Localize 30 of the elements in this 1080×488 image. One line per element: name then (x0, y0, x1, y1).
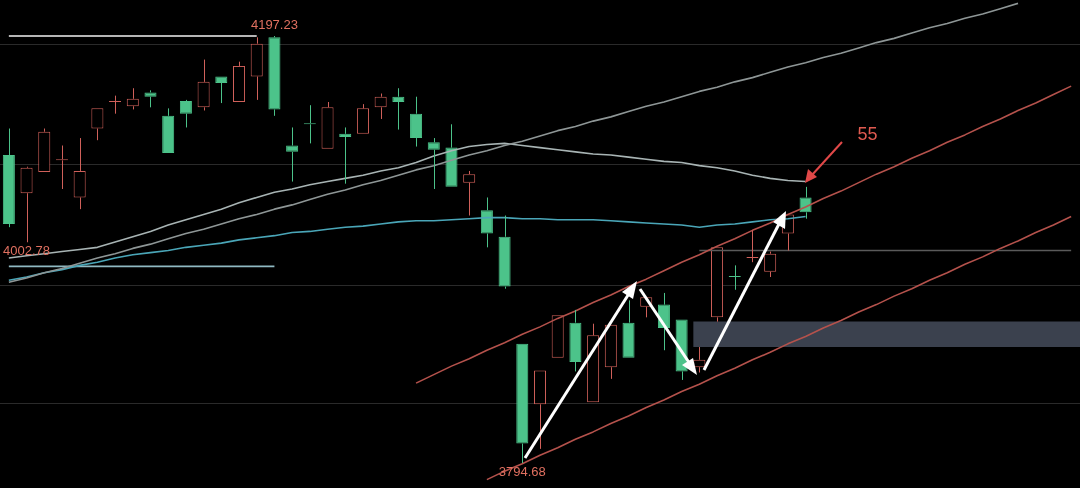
candlestick (197, 59, 210, 111)
candlestick (38, 128, 51, 173)
candlestick (162, 107, 175, 153)
candlestick (73, 137, 86, 210)
annotation: 4002.78 (3, 243, 51, 259)
candlestick (392, 87, 405, 131)
candlestick (2, 128, 15, 228)
candlestick (711, 247, 724, 323)
candlestick (321, 101, 334, 149)
candlestick (144, 89, 157, 108)
candlestick (250, 36, 263, 101)
candlestick (91, 108, 104, 141)
candlestick (410, 96, 423, 148)
candlestick (480, 196, 493, 248)
candlestick (356, 103, 369, 134)
candlestick (109, 95, 122, 115)
candlestick (498, 215, 511, 290)
candlestick (622, 299, 635, 358)
candlestick (286, 126, 299, 183)
annotation: 3794.68 (498, 464, 546, 480)
candlestick (569, 309, 582, 372)
candlestick (268, 37, 281, 117)
candlestick (587, 323, 600, 403)
candlestick (445, 123, 458, 187)
candlestick (233, 61, 246, 103)
annotation: 55 (857, 123, 878, 144)
annotation: 4197.23 (250, 17, 298, 33)
candlestick (427, 137, 440, 190)
candlestick (533, 370, 547, 450)
candlestick (604, 324, 617, 380)
